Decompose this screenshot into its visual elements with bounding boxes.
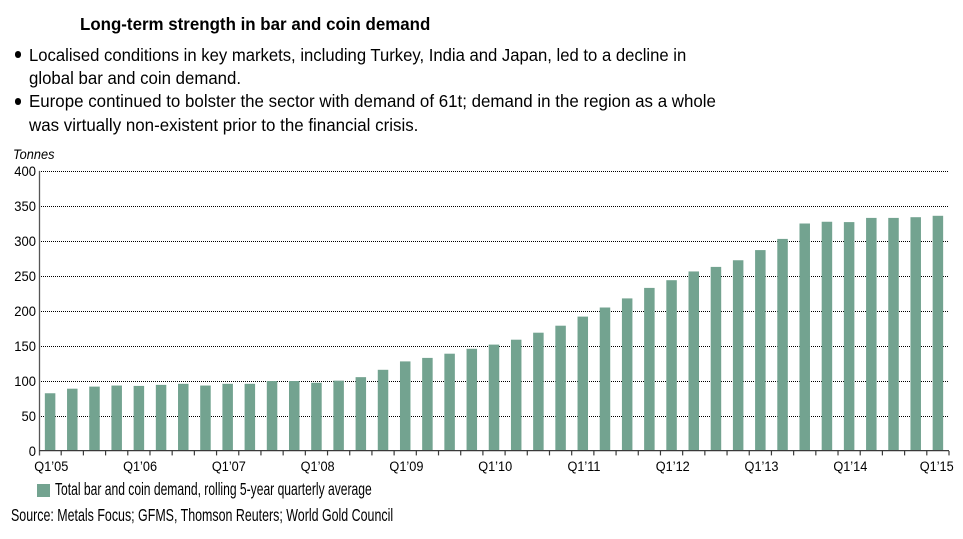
- svg-text:200: 200: [14, 304, 36, 320]
- svg-text:Q1’06: Q1’06: [123, 458, 157, 474]
- svg-text:Q1’07: Q1’07: [212, 458, 246, 474]
- svg-text:Q1’10: Q1’10: [478, 458, 512, 474]
- svg-text:Q1’15: Q1’15: [920, 458, 954, 474]
- svg-text:Q1’05: Q1’05: [34, 458, 68, 474]
- svg-text:100: 100: [14, 374, 36, 390]
- svg-text:Q1’08: Q1’08: [301, 458, 335, 474]
- svg-text:Q1’11: Q1’11: [567, 458, 600, 474]
- svg-text:50: 50: [22, 409, 36, 425]
- svg-text:Q1’13: Q1’13: [745, 458, 779, 474]
- svg-text:Q1’12: Q1’12: [656, 458, 690, 474]
- svg-text:350: 350: [14, 199, 36, 215]
- svg-text:150: 150: [14, 339, 36, 355]
- svg-text:400: 400: [14, 164, 36, 180]
- svg-text:250: 250: [14, 269, 36, 285]
- svg-text:0: 0: [29, 444, 36, 460]
- svg-text:300: 300: [14, 234, 36, 250]
- svg-text:Q1’14: Q1’14: [833, 458, 868, 474]
- svg-text:Q1’09: Q1’09: [389, 458, 423, 474]
